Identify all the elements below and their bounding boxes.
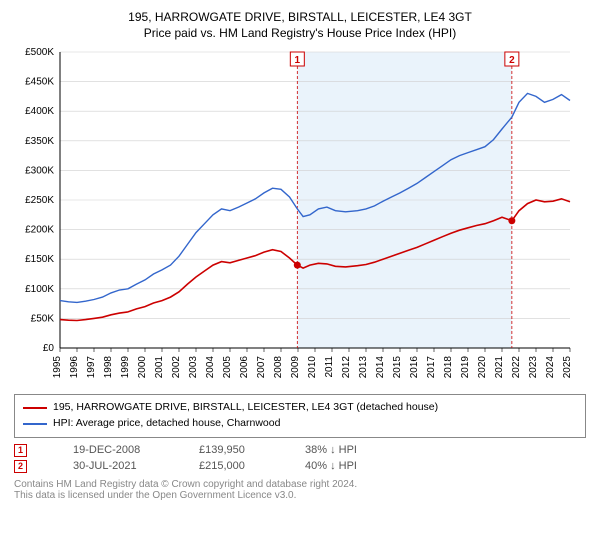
legend-label: 195, HARROWGATE DRIVE, BIRSTALL, LEICEST… [53, 400, 438, 416]
x-axis-label: 2024 [545, 356, 556, 379]
y-axis-label: £400K [25, 106, 54, 117]
y-axis-label: £450K [25, 77, 54, 88]
event-pct: 38% ↓ HPI [305, 444, 357, 456]
x-axis-label: 2023 [528, 356, 539, 379]
event-marker-number: 1 [295, 55, 301, 66]
x-axis-label: 2009 [290, 356, 301, 379]
y-axis-label: £300K [25, 165, 54, 176]
x-axis-label: 2016 [409, 356, 420, 379]
footer-line: This data is licensed under the Open Gov… [14, 490, 586, 501]
x-axis-label: 2015 [392, 356, 403, 379]
x-axis-label: 2001 [154, 356, 165, 379]
event-row: 2 30-JUL-2021 £215,000 40% ↓ HPI [14, 460, 586, 473]
event-date: 30-JUL-2021 [73, 460, 163, 472]
x-axis-label: 2006 [239, 356, 250, 379]
x-axis-label: 2021 [494, 356, 505, 379]
y-axis-label: £0 [43, 343, 55, 354]
x-axis-label: 2011 [324, 356, 335, 378]
event-price: £215,000 [199, 460, 269, 472]
x-axis-label: 2014 [375, 356, 386, 379]
legend-swatch [23, 407, 47, 409]
footer-line: Contains HM Land Registry data © Crown c… [14, 479, 586, 490]
y-axis-label: £200K [25, 225, 54, 236]
x-axis-label: 2010 [307, 356, 318, 379]
y-axis-label: £250K [25, 195, 54, 206]
x-axis-label: 2019 [460, 356, 471, 379]
event-row: 1 19-DEC-2008 £139,950 38% ↓ HPI [14, 444, 586, 457]
event-price: £139,950 [199, 444, 269, 456]
event-number-box: 1 [14, 444, 27, 457]
x-axis-label: 2007 [256, 356, 267, 379]
event-date: 19-DEC-2008 [73, 444, 163, 456]
x-axis-label: 2008 [273, 356, 284, 379]
x-axis-label: 1999 [120, 356, 131, 379]
legend-item: HPI: Average price, detached house, Char… [23, 416, 577, 432]
x-axis-label: 2002 [171, 356, 182, 379]
x-axis-label: 1996 [69, 356, 80, 379]
x-axis-label: 2018 [443, 356, 454, 379]
event-list: 1 19-DEC-2008 £139,950 38% ↓ HPI 2 30-JUL-202… [14, 444, 586, 473]
footer: Contains HM Land Registry data © Crown c… [14, 479, 586, 501]
x-axis-label: 1998 [103, 356, 114, 379]
y-axis-label: £350K [25, 136, 54, 147]
x-axis-label: 2020 [477, 356, 488, 379]
legend-swatch [23, 423, 47, 425]
x-axis-label: 2022 [511, 356, 522, 379]
y-axis-label: £500K [25, 48, 54, 58]
chart-container: £0 £50K £100K £150K £200K £250K £300K £350K £400… [14, 48, 586, 388]
legend-label: HPI: Average price, detached house, Char… [53, 416, 280, 432]
title-line-1: 195, HARROWGATE DRIVE, BIRSTALL, LEICEST… [14, 10, 586, 24]
y-axis-label: £50K [31, 313, 55, 324]
x-axis-label: 1995 [52, 356, 63, 379]
title-line-2: Price paid vs. HM Land Registry's House … [14, 26, 586, 40]
x-axis-label: 2012 [341, 356, 352, 379]
x-axis-label: 1997 [86, 356, 97, 379]
x-axis-label: 2003 [188, 356, 199, 379]
legend: 195, HARROWGATE DRIVE, BIRSTALL, LEICEST… [14, 394, 586, 438]
x-axis-label: 2000 [137, 356, 148, 379]
x-axis-label: 2005 [222, 356, 233, 379]
y-axis-label: £150K [25, 254, 54, 265]
y-axis-label: £100K [25, 284, 54, 295]
event-marker-number: 2 [509, 55, 515, 66]
event-number-box: 2 [14, 460, 27, 473]
x-axis-label: 2004 [205, 356, 216, 379]
legend-item: 195, HARROWGATE DRIVE, BIRSTALL, LEICEST… [23, 400, 577, 416]
x-axis-label: 2017 [426, 356, 437, 379]
price-chart: £0 £50K £100K £150K £200K £250K £300K £350K £400… [14, 48, 574, 388]
event-pct: 40% ↓ HPI [305, 460, 357, 472]
x-axis-label: 2025 [562, 356, 573, 379]
x-axis-label: 2013 [358, 356, 369, 379]
